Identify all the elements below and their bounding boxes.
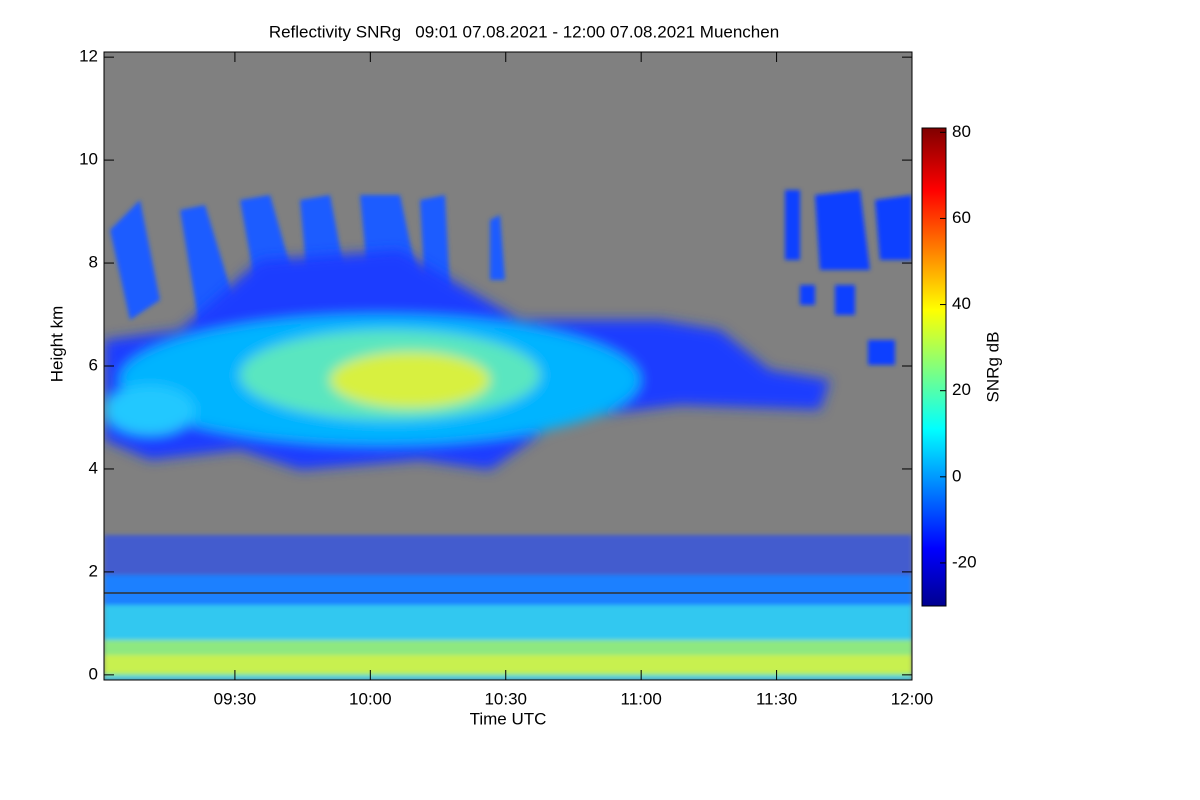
y-tick-label: 10 (79, 150, 98, 169)
x-tick-label: 10:00 (349, 689, 392, 708)
chart-title: Reflectivity SNRg 09:01 07.08.2021 - 12:… (269, 22, 779, 41)
y-tick-label: 2 (89, 561, 98, 580)
cloud-core (105, 385, 195, 435)
boundary-layer (104, 535, 912, 680)
colorbar-tick-label: 60 (952, 208, 971, 227)
y-tick-label: 6 (89, 355, 98, 374)
x-tick-label: 11:30 (756, 689, 797, 708)
y-tick-label: 4 (89, 458, 98, 477)
colorbar (921, 127, 947, 607)
streak (785, 190, 912, 365)
x-tick-label: 11:00 (621, 689, 662, 708)
x-tick-label: 12:00 (891, 689, 934, 708)
y-tick-label: 8 (89, 253, 98, 272)
colorbar-label: SNRg dB (983, 332, 1002, 403)
y-tick-label: 0 (89, 664, 98, 683)
colorbar-tick-label: 80 (952, 122, 971, 141)
colorbar-tick-label: 0 (952, 466, 961, 485)
reflectivity-field (104, 190, 912, 680)
x-tick-label: 09:30 (214, 689, 257, 708)
cloud (104, 250, 830, 470)
x-axis-label: Time UTC (470, 709, 547, 728)
colorbar-tick-label: 40 (952, 294, 971, 313)
colorbar-tick-label: 20 (952, 380, 971, 399)
y-axis-label: Height km (47, 306, 66, 383)
cloud-core (330, 352, 490, 408)
x-tick-label: 10:30 (484, 689, 527, 708)
bl-layer (104, 655, 912, 673)
colorbar-tick-label: -20 (952, 552, 977, 571)
y-tick-label: 12 (79, 47, 98, 66)
